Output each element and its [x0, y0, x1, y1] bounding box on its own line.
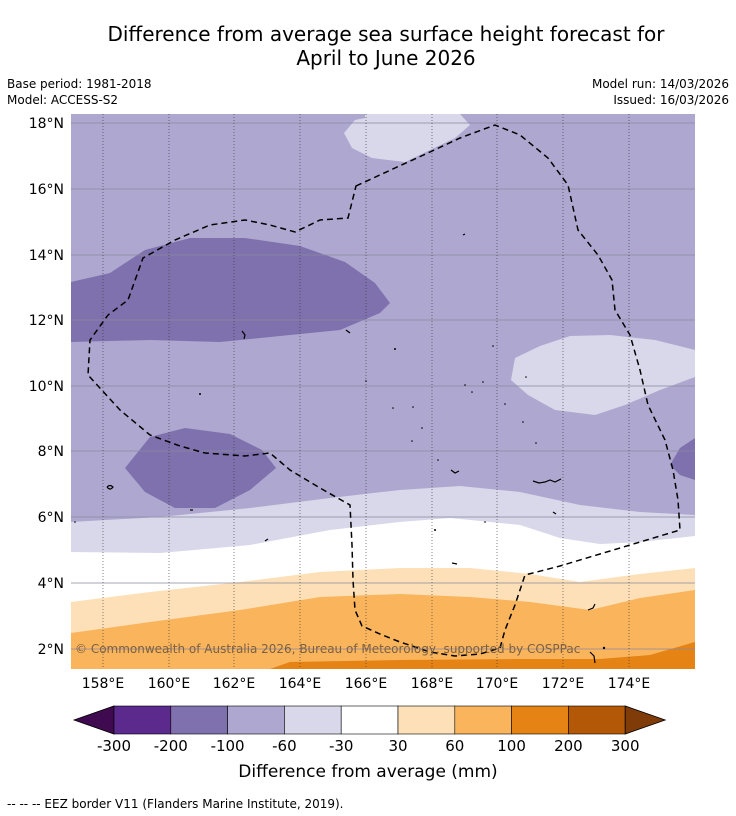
- colorbar-tick-label: -60: [272, 737, 297, 755]
- contour-light-top: [344, 114, 470, 162]
- map-area: © Commonwealth of Australia 2026, Bureau…: [71, 114, 695, 669]
- colorbar: -300 -200 -100 -60 -30 30 60 100 200 300: [72, 705, 667, 755]
- lon-label: 168°E: [411, 676, 454, 692]
- colorbar-segment: [511, 705, 569, 735]
- lon-label: 160°E: [148, 676, 191, 692]
- lon-label: 166°E: [345, 676, 388, 692]
- colorbar-tick-label: 30: [388, 737, 407, 755]
- lon-label: 170°E: [476, 676, 519, 692]
- colorbar-segment: [227, 705, 285, 735]
- colorbar-segment: [113, 705, 172, 735]
- lon-label: 158°E: [82, 676, 125, 692]
- lon-label: 164°E: [279, 676, 322, 692]
- colorbar-segment: [340, 705, 399, 735]
- base-period: Base period: 1981-2018: [7, 77, 152, 91]
- lon-gridlines: [102, 114, 630, 669]
- contour-dark-right: [670, 438, 695, 480]
- islands: [106, 233, 596, 664]
- colorbar-extend-high: [624, 705, 667, 735]
- lat-label: 6°N: [38, 510, 64, 526]
- lon-labels: 158°E 160°E 162°E 164°E 166°E 168°E 170°…: [82, 676, 651, 692]
- lat-gridlines: [71, 122, 695, 650]
- colorbar-tick-label: 60: [445, 737, 464, 755]
- model-run: Model run: 14/03/2026: [591, 77, 729, 91]
- copyright-watermark: © Commonwealth of Australia 2026, Bureau…: [75, 642, 580, 656]
- colorbar-title: Difference from average (mm): [238, 762, 498, 782]
- contour-dark-upper: [71, 238, 390, 342]
- eez-border: [87, 124, 681, 657]
- footer-note: -- -- -- EEZ border V11 (Flanders Marine…: [7, 797, 344, 811]
- title-line-1: Difference from average sea surface heig…: [107, 22, 665, 46]
- colorbar-segment: [170, 705, 228, 735]
- issued-date: Issued: 16/03/2026: [613, 93, 729, 107]
- lat-label: 10°N: [29, 379, 64, 395]
- lon-label: 162°E: [213, 676, 256, 692]
- contour-dark-mid: [125, 428, 276, 508]
- colorbar-tick-label: 100: [497, 737, 526, 755]
- lat-label: 16°N: [29, 182, 64, 198]
- model-name: Model: ACCESS-S2: [7, 93, 119, 107]
- contour-light-right: [511, 335, 695, 415]
- lat-labels: 18°N 16°N 14°N 12°N 10°N 8°N 6°N 4°N 2°N: [29, 116, 64, 658]
- lon-label: 172°E: [542, 676, 585, 692]
- meta-right: Model run: 14/03/2026 Issued: 16/03/2026: [592, 76, 729, 108]
- lat-label: 14°N: [29, 248, 64, 264]
- contour-100-200: [270, 642, 695, 669]
- lon-label: 174°E: [608, 676, 651, 692]
- lat-label: 8°N: [38, 444, 64, 460]
- colorbar-tick-label: 200: [554, 737, 583, 755]
- colorbar-segment: [454, 705, 512, 735]
- lat-label: 18°N: [29, 116, 64, 132]
- colorbar-tick-label: -300: [97, 737, 131, 755]
- colorbar-segment: [284, 705, 342, 735]
- colorbar-segment: [397, 705, 456, 735]
- colorbar-extend-low: [72, 705, 115, 735]
- colorbar-tick-label: -100: [211, 737, 245, 755]
- island-dots: [74, 345, 606, 650]
- colorbar-segment: [568, 705, 626, 735]
- meta-left: Base period: 1981-2018 Model: ACCESS-S2: [7, 76, 152, 108]
- colorbar-tick-label: -200: [154, 737, 188, 755]
- colorbar-tick-label: 300: [611, 737, 640, 755]
- map-title: Difference from average sea surface heig…: [0, 22, 736, 70]
- colorbar-tick-label: -30: [329, 737, 354, 755]
- lat-label: 4°N: [38, 576, 64, 592]
- title-line-2: April to June 2026: [296, 46, 476, 70]
- lat-label: 12°N: [29, 313, 64, 329]
- lat-label: 2°N: [38, 642, 64, 658]
